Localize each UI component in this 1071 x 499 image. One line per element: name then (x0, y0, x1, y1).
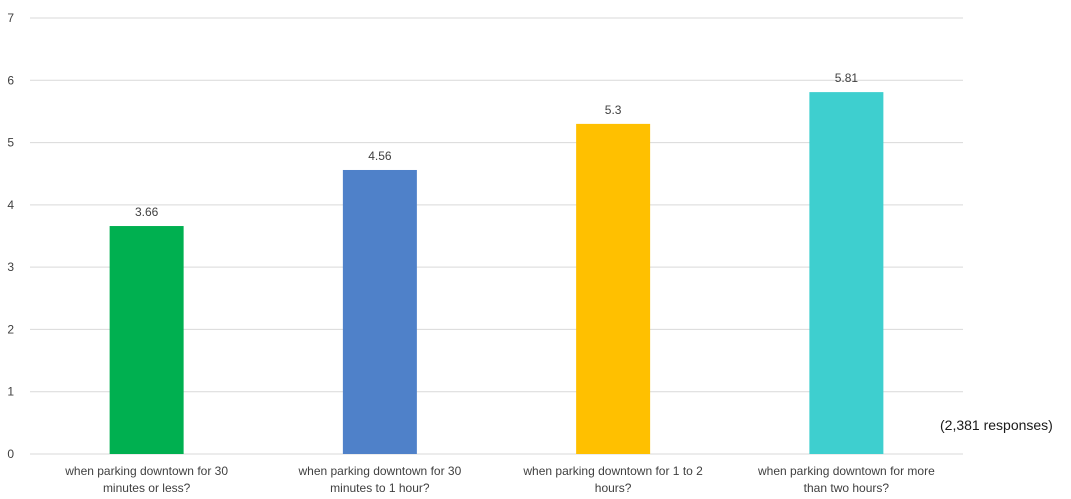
bars (109, 92, 884, 455)
category-label: when parking downtown for 1 to 2 hours? (522, 464, 703, 495)
y-tick-label: 3 (7, 260, 14, 274)
bar (809, 92, 884, 455)
y-tick-label: 2 (7, 322, 14, 336)
y-tick-label: 6 (7, 73, 14, 87)
category-label-line: minutes or less? (103, 481, 191, 495)
category-label-line: hours? (595, 481, 632, 495)
y-tick-label: 5 (7, 136, 14, 150)
category-label-line: when parking downtown for 30 (64, 464, 228, 478)
y-tick-label: 0 (7, 447, 14, 461)
category-label: when parking downtown for 30 minutes or l… (64, 464, 228, 495)
y-tick-label: 1 (7, 385, 14, 399)
category-label-line: minutes to 1 hour? (330, 481, 430, 495)
category-labels: when parking downtown for 30 minutes or l… (64, 464, 935, 495)
response-count-note: (2,381 responses) (940, 417, 1053, 433)
category-label-line: when parking downtown for more (757, 464, 935, 478)
bar (576, 123, 651, 454)
data-labels: 3.66 4.56 5.3 5.81 (135, 71, 858, 219)
y-tick-label: 7 (7, 11, 14, 25)
category-label: when parking downtown for 30 minutes to 1… (297, 464, 461, 495)
y-tick-label: 4 (7, 198, 14, 212)
gridlines (30, 17, 963, 455)
data-label: 3.66 (135, 205, 159, 219)
data-label: 5.81 (835, 71, 859, 85)
y-axis-tick-labels: 0 1 2 3 4 5 6 7 (7, 11, 14, 461)
category-label: when parking downtown for more than two h… (757, 464, 935, 495)
bar (342, 169, 417, 454)
data-label: 5.3 (605, 103, 622, 117)
category-label-line: when parking downtown for 1 to 2 (522, 464, 703, 478)
bar (109, 226, 184, 454)
category-label-line: than two hours? (804, 481, 890, 495)
data-label: 4.56 (368, 149, 392, 163)
category-label-line: when parking downtown for 30 (297, 464, 461, 478)
